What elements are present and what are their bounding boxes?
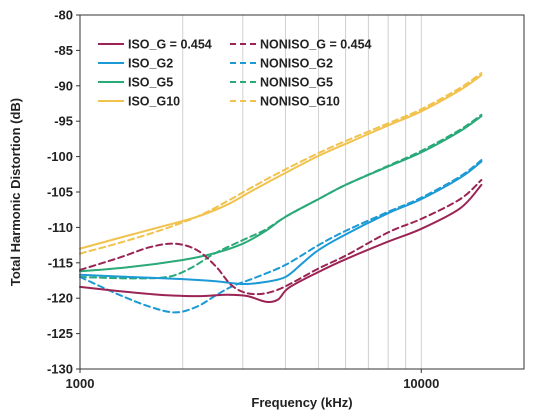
y-tick-label: -125 [47, 326, 73, 341]
series-line [79, 74, 483, 250]
x-tick-label: 10000 [403, 376, 439, 391]
data-series [79, 72, 483, 314]
legend-label: ISO_G10 [128, 95, 180, 109]
legend-label: ISO_G5 [128, 76, 173, 90]
series-line [79, 113, 483, 280]
y-tick-label: -105 [47, 185, 73, 200]
series-line [79, 72, 483, 255]
x-axis-ticks: 1000 10000 [66, 369, 439, 391]
y-tick-label: -95 [54, 114, 73, 129]
x-axis-title: Frequency (kHz) [251, 395, 352, 410]
series-line [79, 159, 483, 314]
y-tick-label: -90 [54, 78, 73, 93]
y-tick-label: -80 [54, 8, 73, 23]
x-tick-label: 1000 [66, 376, 95, 391]
y-tick-label: -115 [48, 255, 73, 270]
y-tick-label: -85 [54, 43, 73, 58]
legend: ISO_G = 0.454 NONISO_G = 0.454 ISO_G2 NONIS… [98, 38, 372, 109]
y-tick-label: -110 [48, 220, 73, 235]
legend-label: NONISO_G10 [260, 95, 340, 109]
legend-label: NONISO_G = 0.454 [260, 38, 372, 52]
y-axis-title: Total Harmonic Distortion (dB) [8, 98, 23, 286]
series-line [79, 183, 483, 303]
y-tick-label: -120 [47, 291, 73, 306]
legend-label: ISO_G = 0.454 [128, 38, 212, 52]
grid-lines [182, 15, 422, 369]
legend-label: NONISO_G2 [260, 57, 333, 71]
series-line [79, 179, 483, 296]
legend-label: ISO_G2 [128, 57, 173, 71]
y-axis-ticks: -80 -85 -90 -95 -100 -105 -110 -115 -120 -125 -130 [47, 8, 80, 377]
series-line [79, 160, 483, 286]
y-tick-label: -130 [47, 362, 73, 377]
legend-label: NONISO_G5 [260, 76, 333, 90]
y-tick-label: -100 [47, 149, 73, 164]
